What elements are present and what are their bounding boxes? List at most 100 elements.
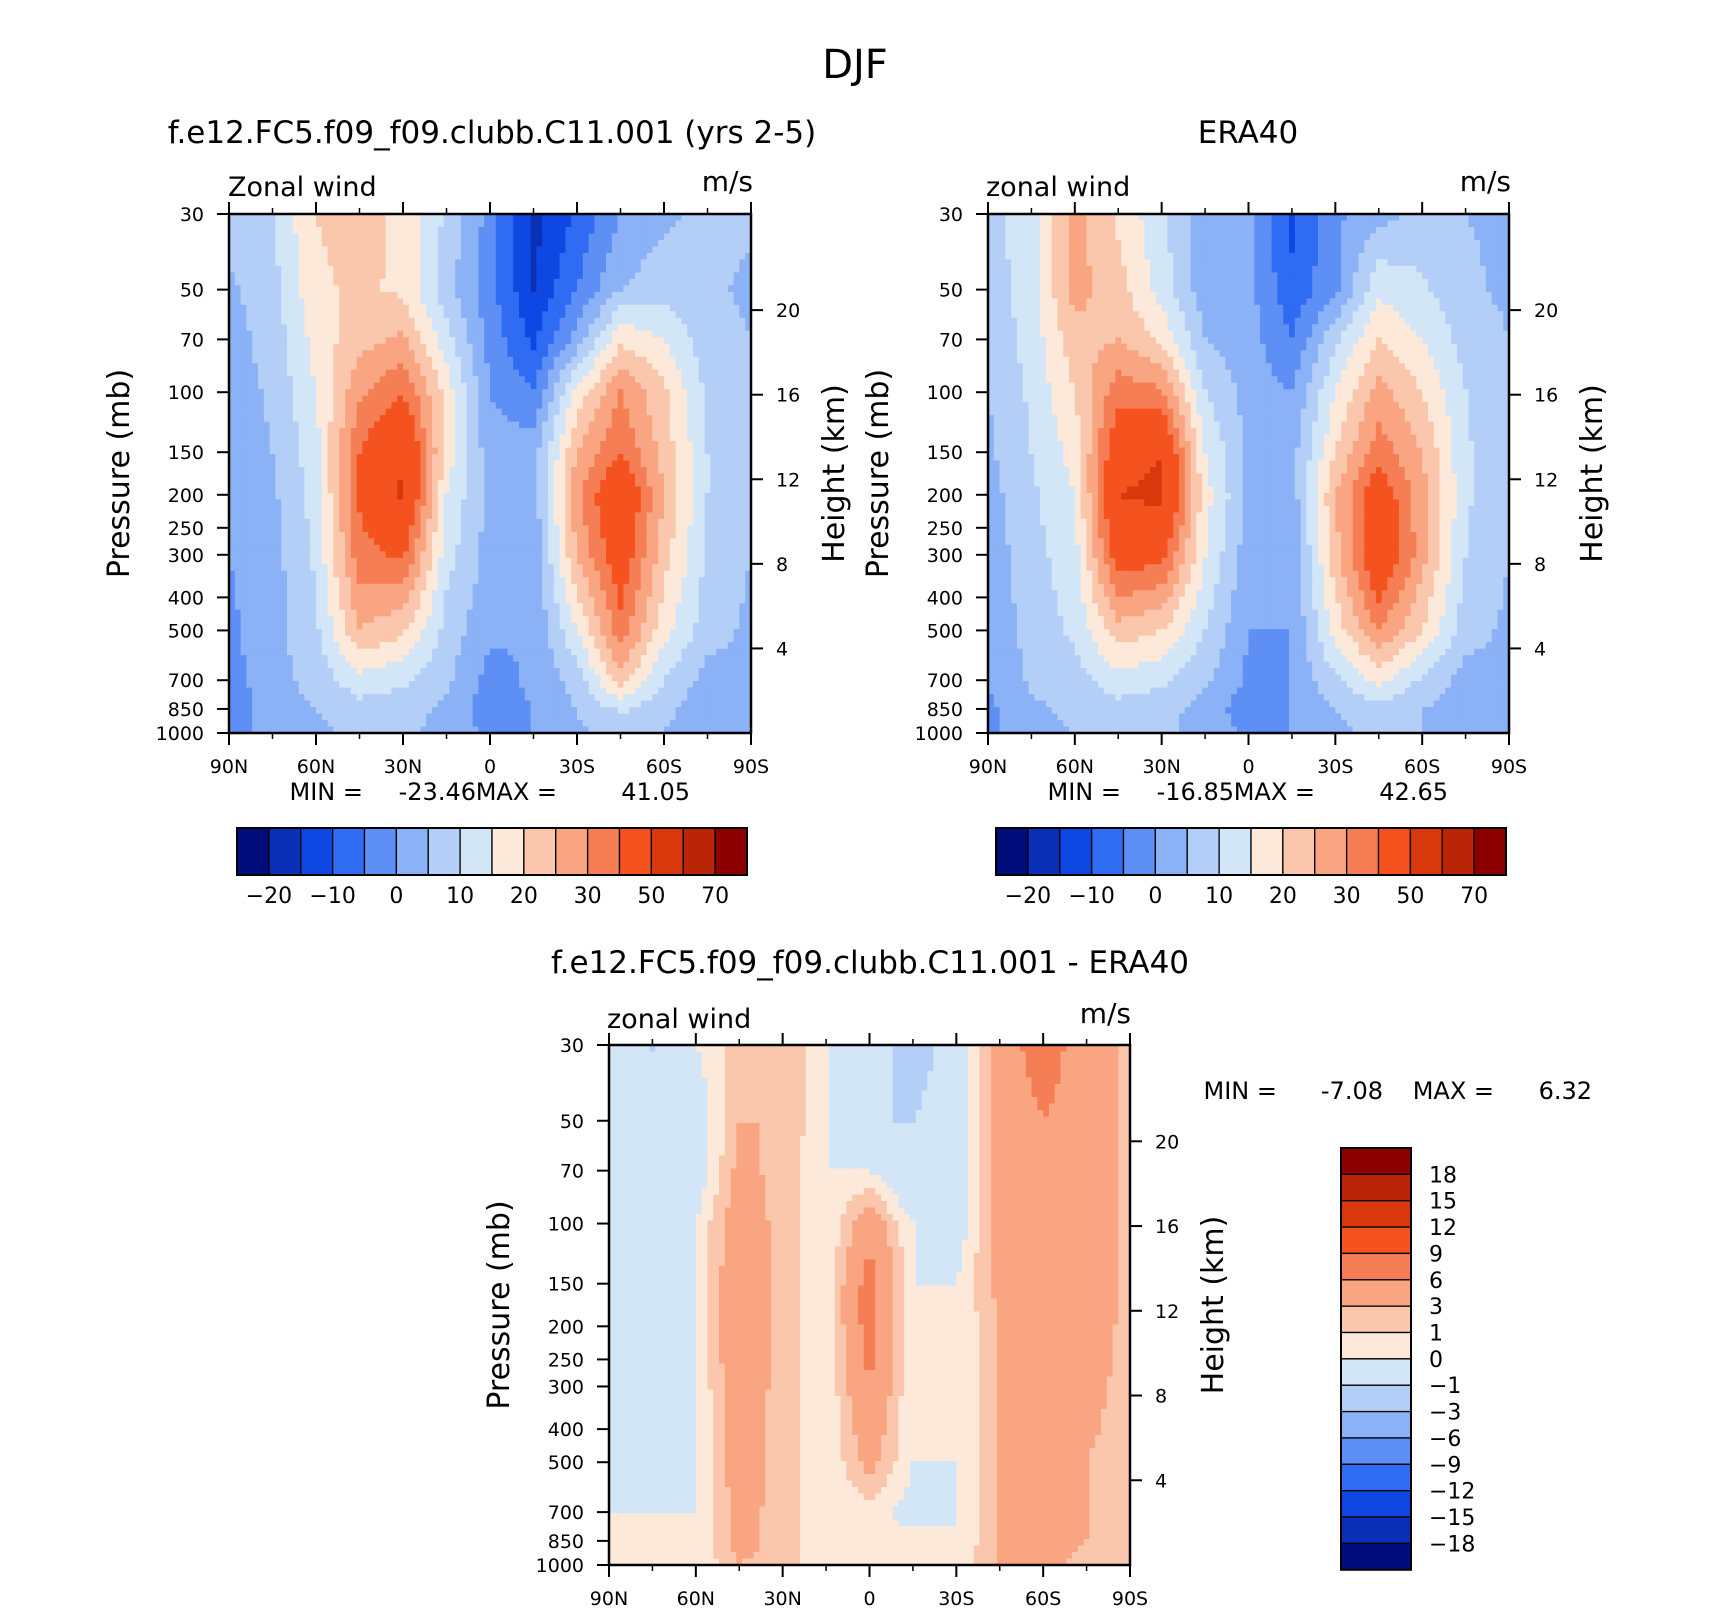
field-cell bbox=[698, 389, 706, 397]
field-cell bbox=[658, 402, 665, 410]
field-cell bbox=[524, 479, 532, 488]
field-cell bbox=[356, 239, 363, 248]
field-cell bbox=[414, 233, 421, 241]
field-cell bbox=[687, 356, 694, 364]
field-cell bbox=[298, 421, 305, 429]
field-cell bbox=[368, 311, 375, 319]
field-cell bbox=[646, 467, 653, 475]
field-cell bbox=[623, 492, 630, 501]
field-cell bbox=[629, 531, 636, 539]
field-cell bbox=[368, 454, 375, 462]
field-cell bbox=[617, 252, 624, 261]
field-cell bbox=[611, 259, 619, 267]
field-cell bbox=[553, 356, 561, 364]
field-cell bbox=[420, 363, 427, 371]
field-cell bbox=[710, 337, 717, 345]
field-cell bbox=[501, 369, 508, 377]
field-cell bbox=[652, 544, 659, 552]
field-cell bbox=[698, 311, 706, 319]
field-cell bbox=[397, 421, 404, 429]
field-cell bbox=[408, 538, 416, 546]
field-cell bbox=[321, 376, 329, 384]
field-cell bbox=[310, 220, 317, 228]
field-cell bbox=[727, 363, 735, 371]
field-cell bbox=[542, 220, 549, 228]
field-cell bbox=[414, 408, 421, 416]
field-cell bbox=[681, 285, 688, 293]
field-cell bbox=[577, 343, 584, 351]
field-cell bbox=[530, 389, 537, 397]
field-cell bbox=[426, 499, 433, 507]
field-cell bbox=[374, 408, 381, 416]
field-cell bbox=[635, 389, 642, 397]
field-cell bbox=[530, 564, 537, 572]
field-cell bbox=[698, 382, 706, 390]
field-cell bbox=[548, 285, 555, 293]
field-cell bbox=[698, 265, 706, 273]
field-cell bbox=[466, 363, 474, 371]
field-cell bbox=[321, 415, 329, 423]
field-cell bbox=[577, 285, 584, 293]
field-cell bbox=[600, 441, 607, 449]
field-cell bbox=[420, 395, 427, 403]
field-cell bbox=[629, 369, 636, 377]
field-cell bbox=[333, 259, 340, 267]
field-cell bbox=[739, 252, 746, 261]
field-cell bbox=[455, 486, 462, 494]
field-cell bbox=[316, 239, 323, 248]
field-cell bbox=[432, 239, 439, 248]
field-cell bbox=[327, 408, 334, 416]
field-cell bbox=[432, 505, 439, 514]
field-cell bbox=[391, 298, 398, 306]
field-cell bbox=[495, 531, 503, 539]
field-cell bbox=[565, 343, 572, 351]
field-cell bbox=[698, 324, 706, 332]
field-cell bbox=[513, 525, 520, 533]
field-cell bbox=[698, 564, 706, 572]
field-cell bbox=[246, 369, 253, 377]
field-cell bbox=[408, 317, 416, 325]
field-cell bbox=[530, 337, 537, 345]
field-cell bbox=[420, 441, 427, 449]
field-cell bbox=[716, 330, 723, 338]
field-cell bbox=[507, 525, 514, 533]
field-cell bbox=[478, 467, 485, 475]
field-cell bbox=[519, 343, 526, 351]
field-cell bbox=[478, 278, 485, 286]
field-cell bbox=[304, 544, 311, 552]
field-cell bbox=[333, 570, 340, 578]
field-cell bbox=[472, 252, 479, 261]
field-cell bbox=[594, 564, 601, 572]
field-cell bbox=[542, 324, 549, 332]
field-cell bbox=[368, 376, 375, 384]
field-cell bbox=[391, 382, 398, 390]
field-cell bbox=[432, 564, 439, 572]
field-cell bbox=[472, 304, 479, 312]
field-cell bbox=[490, 246, 497, 254]
field-cell bbox=[733, 317, 740, 325]
field-cell bbox=[379, 525, 387, 533]
field-cell bbox=[443, 226, 450, 235]
field-cell bbox=[669, 538, 677, 546]
field-cell bbox=[229, 376, 236, 384]
field-cell bbox=[368, 350, 375, 358]
field-cell bbox=[524, 369, 532, 377]
field-cell bbox=[681, 356, 688, 364]
field-cell bbox=[229, 408, 236, 416]
field-cell bbox=[617, 272, 624, 280]
field-cell bbox=[727, 551, 735, 559]
field-cell bbox=[246, 285, 253, 293]
field-cell bbox=[513, 350, 520, 358]
field-cell bbox=[571, 421, 578, 429]
field-cell bbox=[565, 441, 572, 449]
field-cell bbox=[403, 447, 410, 455]
field-cell bbox=[281, 317, 288, 325]
field-cell bbox=[727, 330, 735, 338]
field-cell bbox=[542, 531, 549, 539]
field-cell bbox=[687, 363, 694, 371]
field-cell bbox=[263, 512, 271, 520]
field-cell bbox=[704, 395, 711, 403]
field-cell bbox=[530, 467, 537, 475]
field-cell bbox=[408, 369, 416, 377]
field-cell bbox=[455, 239, 462, 248]
